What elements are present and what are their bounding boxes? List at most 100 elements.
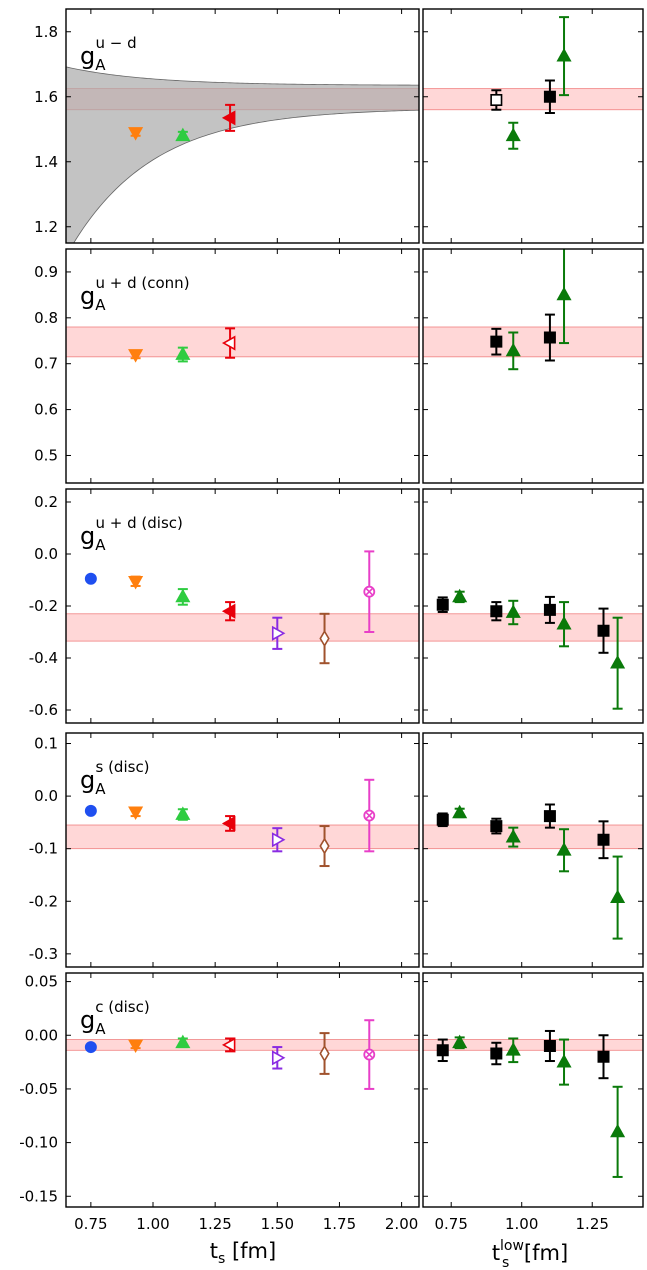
panel-3-right-point-0-marker [436, 813, 449, 826]
panel-4-label: gAc (disc) [80, 998, 150, 1038]
panel-3-ytick-label-1: -0.2 [29, 892, 58, 910]
panel-1-right-point-2-marker [543, 331, 556, 344]
panel-2-right-point-3-marker [505, 604, 521, 618]
panel-3-label-sub: A [95, 780, 106, 798]
panel-0-left-point-2-marker [221, 110, 236, 126]
panel-4-ytick-label-1: -0.10 [19, 1134, 58, 1152]
panel-4-band-left [66, 1039, 419, 1051]
panel-3-label: gAs (disc) [80, 758, 150, 798]
panel-4-right-point-0-marker [436, 1044, 449, 1057]
panel-2-left-point-6-marker-cross [365, 588, 373, 596]
panel-3-right-point-6-marker [597, 833, 610, 846]
panel-3-label-sup: s (disc) [96, 758, 150, 776]
panel-1-label: gAu + d (conn) [80, 274, 190, 314]
panel-3-right-point-1-marker [452, 804, 468, 819]
panel-2-label-sub: A [95, 536, 106, 554]
panel-1-ytick-label-1: 0.6 [34, 401, 58, 419]
panel-2-right-plot [423, 588, 643, 710]
panel-3-right-plot [423, 803, 643, 940]
panel-3-label-base: g [80, 766, 95, 794]
panel-2-left-plot [66, 550, 419, 665]
panel-2-band-left [66, 613, 419, 642]
panel-4-right-point-7-marker [610, 1123, 626, 1138]
panel-3-left-point-5-marker [319, 837, 330, 855]
left-xtick-label-3: 1.50 [261, 1215, 294, 1233]
panel-3-left-plot [66, 778, 419, 868]
panel-3-ytick-label-0: -0.3 [29, 945, 58, 963]
panel-4-left-point-0-marker [84, 1041, 97, 1054]
panel-2-ytick-label-4: 0.2 [34, 493, 58, 511]
panel-0-label-base: g [80, 42, 95, 70]
fit-band [66, 66, 419, 243]
panel-3-left-point-3-marker [221, 815, 236, 831]
panel-2: -0.6 -0.4 -0.2 0.0 0.2 gAu + d (disc) [29, 488, 644, 724]
panel-0-right-frame [422, 8, 644, 244]
panel-4-label-sup: c (disc) [95, 998, 149, 1016]
panel-0-band-right [423, 88, 643, 111]
panel-1-ytick-label-2: 0.7 [34, 355, 58, 373]
panel-0-right-point-3-marker [556, 47, 572, 62]
panel-4-right-point-5-marker [556, 1053, 572, 1068]
panel-1-left-point-0-marker [128, 349, 144, 363]
panel-0-label-sup: u − d [96, 34, 137, 52]
left-xtick-label-4: 1.75 [323, 1215, 356, 1233]
panel-4-band-right [423, 1039, 643, 1051]
panel-0-label-sub: A [95, 56, 106, 74]
panel-4-ytick-label-2: -0.05 [19, 1080, 58, 1098]
panel-0-ytick-label-1: 1.4 [34, 153, 58, 171]
panel-3-left-point-2-marker [175, 806, 191, 820]
panel-2-left-point-4-marker [271, 625, 286, 641]
panel-1-ytick-label-0: 0.5 [34, 446, 58, 464]
panel-3-left-point-1-marker [128, 806, 144, 821]
panel-2-right-point-7-marker [610, 655, 626, 669]
panel-0: 1.2 1.4 1.6 1.8 gAu − d [34, 8, 644, 244]
panel-2-ytick-label-1: -0.4 [29, 649, 58, 667]
panel-3-right-point-3-marker [505, 828, 521, 843]
panel-4-right-point-3-marker [505, 1042, 521, 1056]
panel-0-left-frame [65, 8, 420, 244]
panel-2-left-frame [65, 488, 420, 724]
panel-0-right-point-0-marker [490, 94, 503, 106]
right-xtick-label-0: 0.75 [435, 1215, 468, 1233]
panel-3-right-point-5-marker [556, 842, 572, 856]
panel-3-right-point-2-marker [490, 820, 503, 833]
panel-1-label-sub: A [95, 296, 106, 314]
panel-3-right-point-4-marker [543, 810, 556, 823]
panel-0-left-plot [66, 66, 419, 243]
panel-2-right-point-5-marker [556, 616, 572, 630]
panel-4-left-point-5-marker [319, 1044, 330, 1063]
panel-2-left-point-3-marker [221, 603, 236, 619]
panel-1-right-point-1-marker [505, 342, 521, 357]
panel-2-left-point-1-marker [128, 575, 144, 590]
panel-2-right-frame [422, 488, 644, 724]
panel-4-right-point-4-marker [543, 1039, 556, 1052]
panel-4-left-point-2-marker [175, 1034, 191, 1049]
panel-4-ytick-label-4: 0.05 [25, 973, 58, 991]
left-xtick-label-5: 2.00 [385, 1215, 418, 1233]
panel-4-ytick-label-3: 0.00 [25, 1026, 58, 1044]
panel-0-left-point-1-marker [175, 127, 191, 142]
panel-3-left-frame [65, 732, 420, 968]
panel-3-left-point-4-marker [271, 832, 286, 848]
panel-1-label-base: g [80, 282, 95, 310]
panel-2-label-base: g [80, 522, 95, 550]
panel-3-right-point-7-marker [610, 889, 626, 903]
panel-2-label-sup: u + d (disc) [96, 514, 183, 532]
panel-3-left-point-6-marker-cross [365, 811, 373, 820]
panel-2-right-point-1-marker [452, 588, 468, 603]
panel-2-right-point-4-marker [543, 603, 556, 616]
panel-0-label: gAu − d [80, 34, 137, 74]
panel-1-ytick-label-4: 0.9 [34, 263, 58, 281]
left-xtick-label-0: 0.75 [74, 1215, 107, 1233]
panel-2-ytick-label-2: -0.2 [29, 597, 58, 615]
panel-4-left-plot [66, 1019, 419, 1090]
panel-0-right-point-2-marker [543, 90, 556, 103]
panel-4-ytick-label-0: -0.15 [19, 1187, 58, 1205]
panel-4-right-frame [422, 972, 644, 1208]
panel-4-right-point-1-marker [452, 1034, 468, 1049]
panel-1-left-plot [66, 326, 419, 363]
panel-1-left-frame [65, 248, 420, 484]
panel-1-left-point-1-marker [175, 346, 191, 360]
panel-0-right-point-1-marker [505, 127, 521, 142]
